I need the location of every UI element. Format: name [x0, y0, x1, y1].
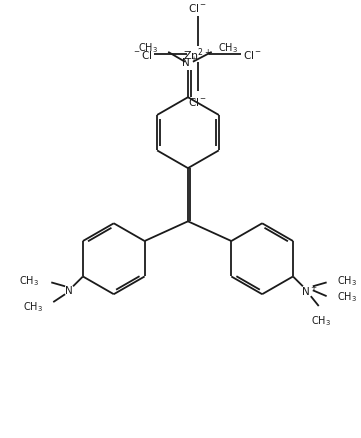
Text: CH$_3$: CH$_3$ — [23, 300, 43, 313]
Text: CH$_3$: CH$_3$ — [311, 313, 331, 327]
Text: N: N — [65, 286, 73, 296]
Text: N$^+$: N$^+$ — [300, 284, 317, 297]
Text: Cl$^-$: Cl$^-$ — [243, 49, 262, 61]
Text: Cl$^-$: Cl$^-$ — [188, 1, 207, 14]
Text: CH$_3$: CH$_3$ — [218, 41, 238, 55]
Text: CH$_3$: CH$_3$ — [336, 290, 357, 304]
Text: CH$_3$: CH$_3$ — [19, 274, 39, 288]
Text: Cl$^-$: Cl$^-$ — [188, 96, 207, 108]
Text: Zn$^{2+}$: Zn$^{2+}$ — [183, 46, 212, 63]
Text: CH$_3$: CH$_3$ — [336, 274, 357, 288]
Text: N$^+$: N$^+$ — [180, 56, 197, 68]
Text: CH$_3$: CH$_3$ — [138, 41, 158, 55]
Text: $^-$Cl: $^-$Cl — [132, 49, 152, 61]
